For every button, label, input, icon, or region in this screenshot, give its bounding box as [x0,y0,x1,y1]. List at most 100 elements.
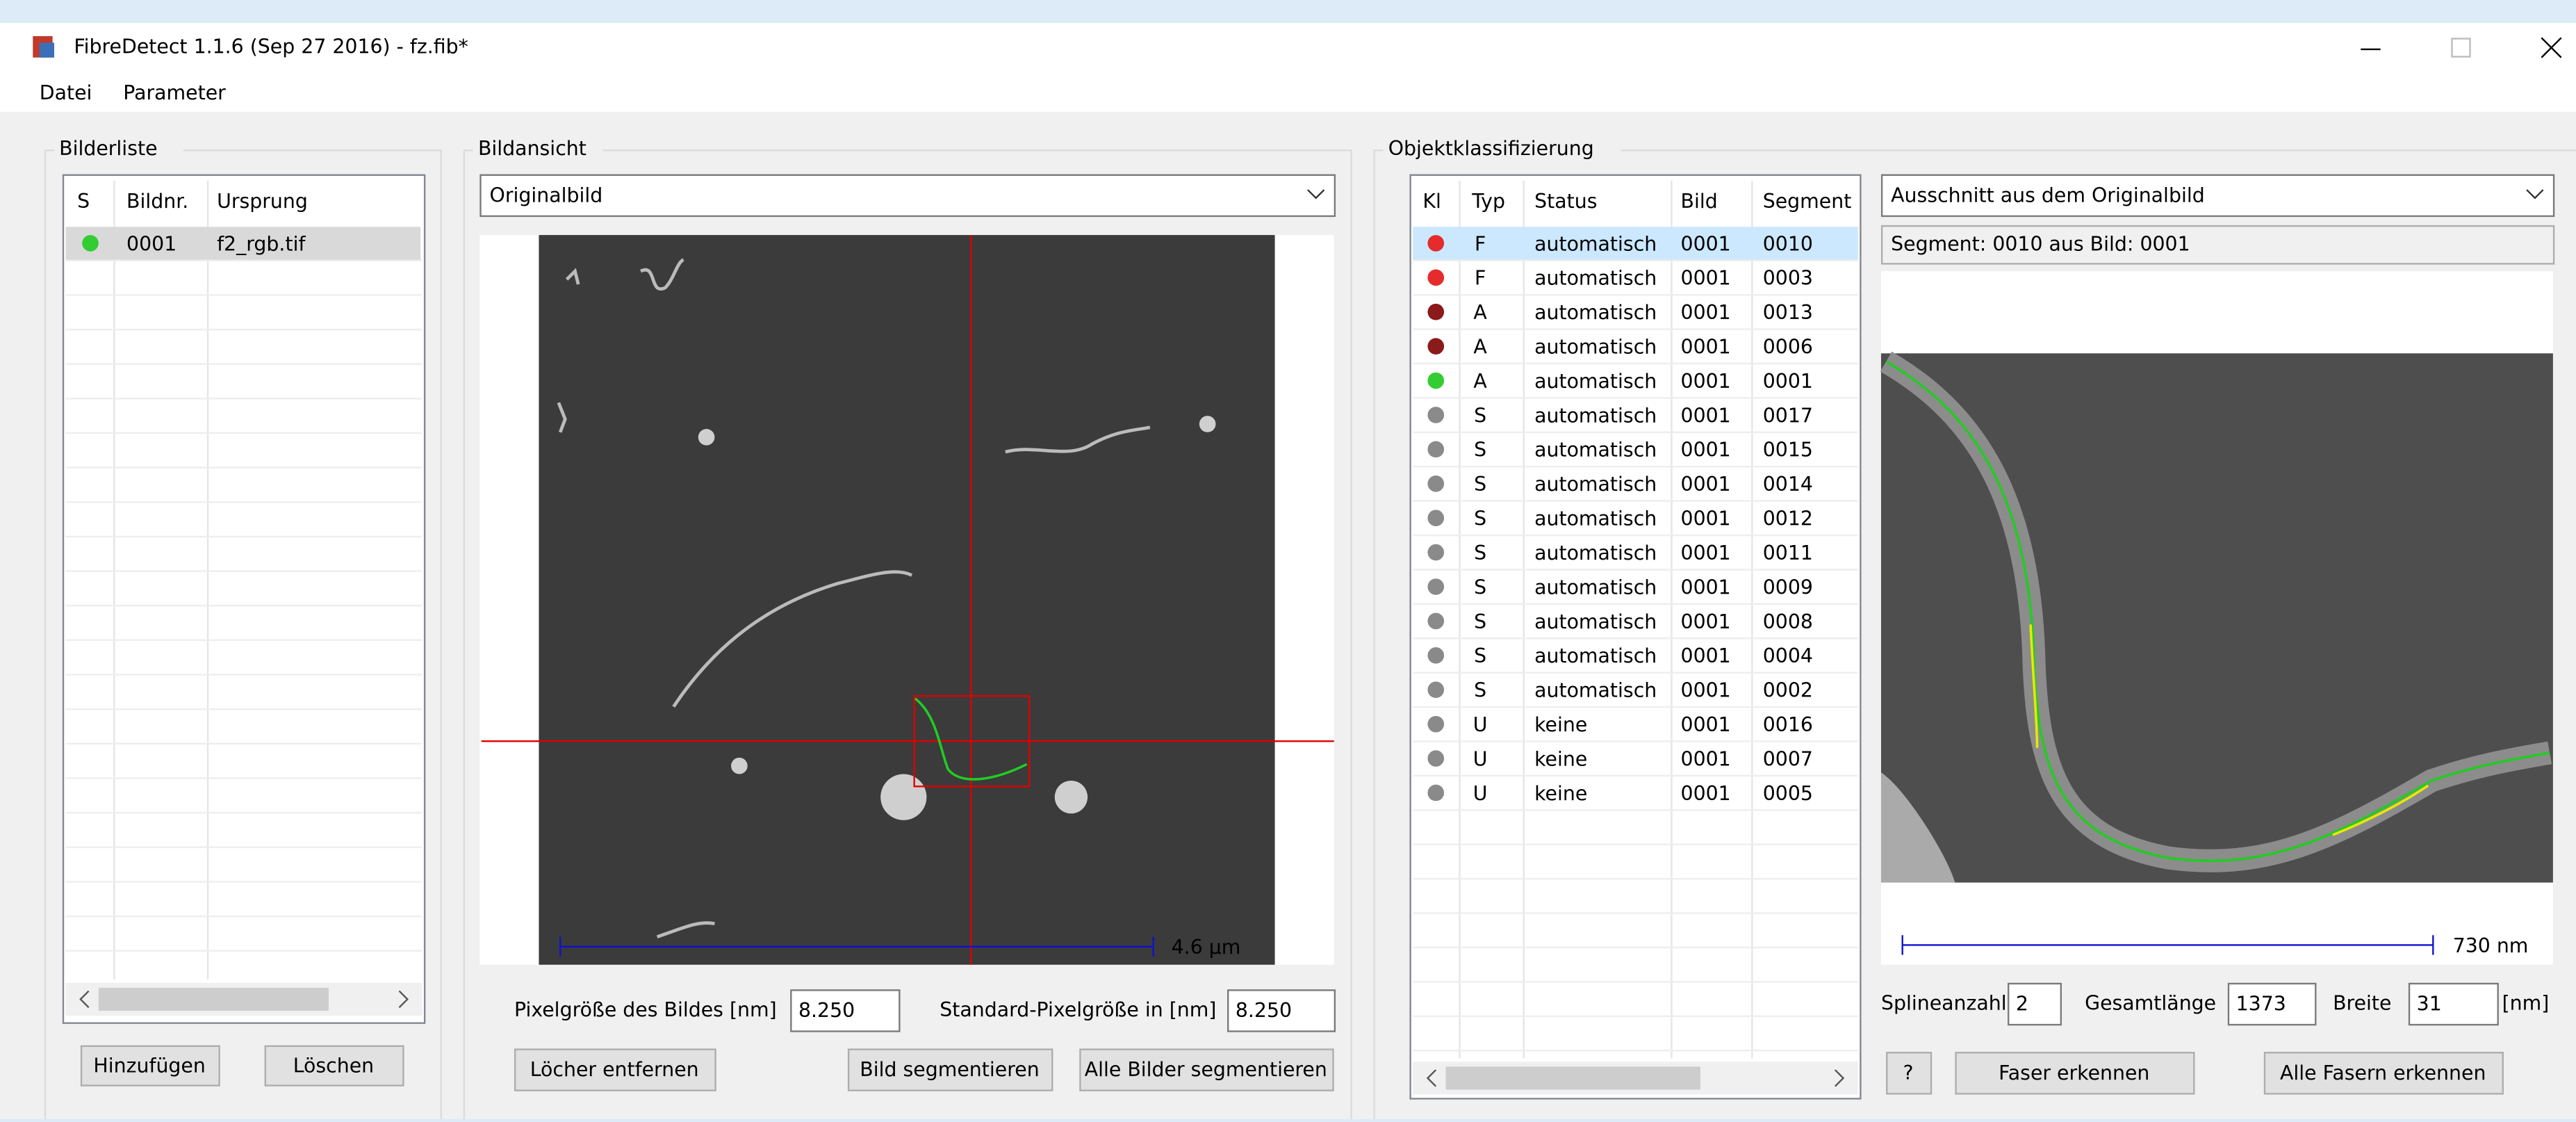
class-dot [1427,716,1444,733]
segment-cell: 0016 [1763,713,1813,736]
image-cell: 0001 [1681,335,1731,358]
type-cell: S [1474,644,1486,667]
menu-item[interactable]: Parameter [123,81,226,104]
input-value: 8.250 [1236,999,1292,1022]
column-header: S [77,190,90,213]
image-cell: 0001 [1681,644,1731,667]
class-dot [1427,373,1444,389]
particle [731,758,748,774]
segment-cell: 0006 [1763,335,1813,358]
segment-cell: 0014 [1763,473,1813,496]
type-cell: A [1473,301,1487,324]
column-header: Typ [1471,190,1505,213]
group-label: Objektklassifizierung [1388,137,1594,160]
menu-item[interactable]: Datei [40,81,92,104]
segment-cell: 0013 [1763,301,1813,324]
segment-cell: 0004 [1763,644,1813,667]
status-cell: automatisch [1534,542,1657,564]
status-cell: automatisch [1534,404,1657,427]
type-cell: S [1474,473,1486,496]
class-dot [1427,338,1444,355]
scale-label: 730 nm [2453,934,2529,957]
image-cell: 0001 [1681,713,1731,736]
type-cell: U [1473,713,1488,736]
class-dot [1427,785,1444,802]
image-cell: 0001 [1681,576,1731,599]
segment-cell: 0005 [1763,782,1813,805]
type-cell: S [1474,507,1486,530]
status-cell: automatisch [1534,439,1657,462]
image-cell: 0001 [1681,782,1731,805]
segment-cell: 0007 [1763,747,1813,770]
class-dot [1427,647,1444,664]
status-cell: automatisch [1534,370,1657,393]
field-label: Splineanzahl [1881,992,2007,1015]
class-dot [1427,475,1444,492]
status-cell: automatisch [1534,267,1657,290]
segment-cell: 0011 [1763,542,1813,564]
group-label: Bilderliste [59,137,157,160]
image-cell: 0001 [1681,610,1731,633]
particle [698,429,715,446]
status-cell: automatisch [1534,232,1657,255]
type-cell: U [1473,747,1488,770]
button-label[interactable]: Hinzufügen [93,1054,205,1077]
class-dot [1427,544,1444,561]
type-cell: S [1474,542,1486,564]
field-label: Gesamtlänge [2085,992,2216,1015]
column-header: Bild [1681,190,1718,213]
button-label[interactable]: Löcher entfernen [530,1058,699,1081]
window-title: FibreDetect 1.1.6 (Sep 27 2016) - fz.fib… [74,35,468,58]
particle [1055,781,1088,813]
class-dot [1427,304,1444,320]
image-cell: 0001 [1681,267,1731,290]
dropdown[interactable] [481,175,1335,216]
input-value: 1373 [2236,993,2286,1016]
segment-cell: 0010 [1763,232,1813,255]
button-label[interactable]: Alle Fasern erkennen [2280,1062,2486,1084]
list-box [63,175,425,1023]
class-dot [1427,578,1444,595]
class-dot [1427,269,1444,286]
segment-cell: 0012 [1763,507,1813,530]
button-label[interactable]: ? [1903,1062,1913,1084]
image-origin: f2_rgb.tif [217,232,306,255]
button-label[interactable]: Löschen [293,1054,374,1077]
scroll-thumb[interactable] [1445,1066,1700,1089]
column-header: Segment [1763,190,1852,213]
image-cell: 0001 [1681,473,1731,496]
input-value: 2 [2016,993,2028,1016]
button-label[interactable]: Alle Bilder segmentieren [1085,1058,1327,1081]
particle [1199,416,1216,432]
status-cell: automatisch [1534,610,1657,633]
type-cell: S [1474,439,1486,462]
column-header: Status [1534,190,1597,213]
status-cell: keine [1534,713,1587,736]
scroll-thumb[interactable] [99,988,329,1011]
dropdown-value: Ausschnitt aus dem Originalbild [1891,184,2205,207]
field-label: Breite [2333,992,2391,1015]
original-image [539,235,1274,965]
type-cell: S [1474,610,1486,633]
class-dot [1427,681,1444,698]
image-cell: 0001 [1681,747,1731,770]
class-dot [1427,750,1444,767]
image-number: 0001 [126,232,177,255]
type-cell: F [1475,232,1486,255]
particle [880,774,926,820]
scale-label: 4.6 µm [1172,936,1241,959]
type-cell: F [1475,267,1486,290]
status-cell: automatisch [1534,507,1657,530]
input-value: 31 [2417,993,2442,1016]
class-dot [1427,613,1444,630]
segment-cell: 0003 [1763,267,1813,290]
button-label[interactable]: Bild segmentieren [860,1058,1039,1081]
image-cell: 0001 [1681,232,1731,255]
image-cell: 0001 [1681,679,1731,702]
column-header: Kl [1422,190,1441,213]
class-dot [1427,510,1444,526]
group-label: Bildansicht [478,137,586,160]
status-cell: automatisch [1534,473,1657,496]
type-cell: S [1474,404,1486,427]
button-label[interactable]: Faser erkennen [1999,1062,2149,1084]
